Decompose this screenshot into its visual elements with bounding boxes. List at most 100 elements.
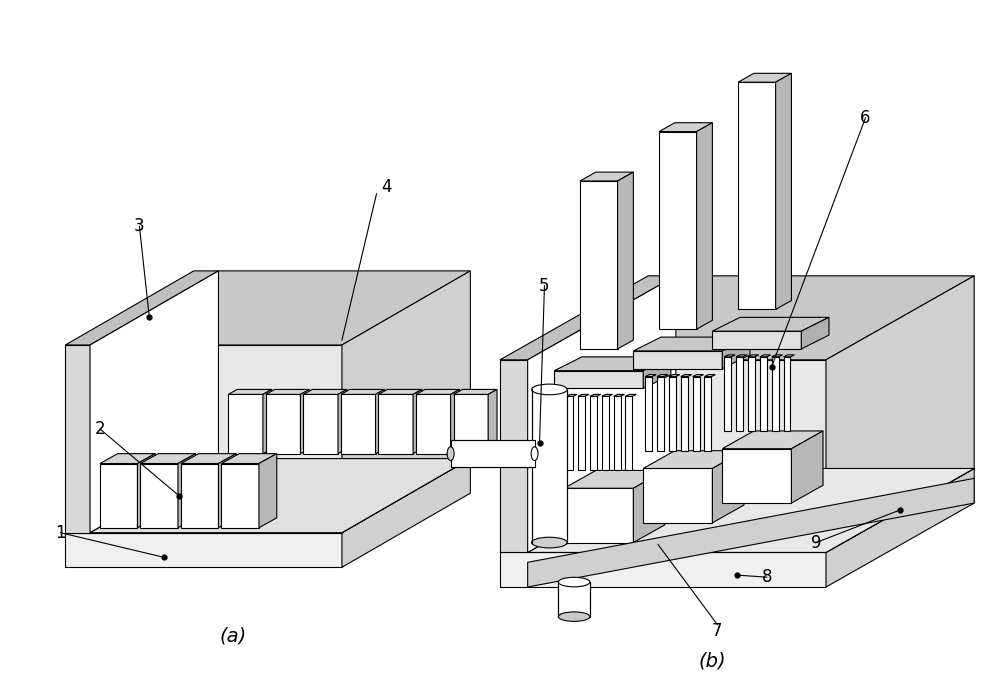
Polygon shape — [704, 376, 711, 451]
Polygon shape — [303, 390, 347, 394]
Polygon shape — [500, 360, 528, 552]
Polygon shape — [221, 453, 277, 464]
Polygon shape — [413, 390, 422, 453]
Polygon shape — [712, 451, 744, 523]
Polygon shape — [704, 374, 715, 376]
Ellipse shape — [558, 612, 590, 621]
Polygon shape — [528, 360, 826, 552]
Polygon shape — [566, 396, 573, 471]
Polygon shape — [228, 390, 272, 394]
Polygon shape — [137, 453, 155, 528]
Polygon shape — [791, 431, 823, 503]
Polygon shape — [736, 355, 747, 357]
Polygon shape — [625, 394, 636, 396]
Polygon shape — [266, 394, 300, 453]
Polygon shape — [376, 390, 384, 453]
Polygon shape — [801, 317, 829, 349]
Polygon shape — [65, 345, 90, 532]
Polygon shape — [578, 396, 585, 471]
Polygon shape — [826, 469, 974, 587]
Polygon shape — [90, 271, 470, 345]
Polygon shape — [558, 582, 590, 617]
Polygon shape — [488, 390, 497, 453]
Polygon shape — [643, 451, 744, 469]
Polygon shape — [181, 453, 236, 464]
Polygon shape — [826, 276, 974, 552]
Text: 8: 8 — [761, 568, 772, 586]
Polygon shape — [681, 376, 688, 451]
Polygon shape — [263, 390, 272, 453]
Polygon shape — [528, 276, 676, 552]
Polygon shape — [722, 337, 750, 369]
Polygon shape — [659, 123, 712, 132]
Polygon shape — [338, 390, 347, 453]
Polygon shape — [602, 396, 609, 471]
Polygon shape — [500, 552, 826, 587]
Polygon shape — [178, 453, 196, 528]
Polygon shape — [228, 394, 263, 453]
Polygon shape — [738, 74, 791, 82]
Polygon shape — [580, 181, 618, 349]
Polygon shape — [259, 453, 277, 528]
Ellipse shape — [532, 384, 567, 395]
Polygon shape — [500, 469, 974, 552]
Polygon shape — [748, 357, 755, 431]
Polygon shape — [722, 431, 823, 449]
Polygon shape — [416, 390, 459, 394]
Polygon shape — [712, 331, 801, 349]
Ellipse shape — [447, 447, 454, 460]
Polygon shape — [454, 394, 488, 453]
Text: 6: 6 — [860, 109, 871, 127]
Polygon shape — [181, 464, 218, 528]
Polygon shape — [416, 394, 451, 453]
Polygon shape — [645, 376, 652, 451]
Polygon shape — [140, 453, 196, 464]
Polygon shape — [341, 394, 376, 453]
Polygon shape — [451, 440, 535, 467]
Polygon shape — [300, 390, 309, 453]
Polygon shape — [669, 376, 676, 451]
Polygon shape — [736, 357, 743, 431]
Polygon shape — [221, 464, 259, 528]
Polygon shape — [633, 351, 722, 369]
Polygon shape — [712, 317, 829, 331]
Polygon shape — [90, 271, 218, 532]
Polygon shape — [218, 453, 236, 528]
Polygon shape — [738, 82, 776, 309]
Polygon shape — [65, 459, 470, 532]
Polygon shape — [100, 464, 137, 528]
Polygon shape — [590, 396, 597, 471]
Polygon shape — [776, 74, 791, 309]
Polygon shape — [657, 376, 664, 451]
Polygon shape — [659, 132, 697, 329]
Polygon shape — [580, 172, 633, 181]
Polygon shape — [657, 374, 668, 376]
Polygon shape — [554, 371, 643, 388]
Text: 7: 7 — [712, 622, 723, 640]
Polygon shape — [784, 355, 794, 357]
Polygon shape — [643, 469, 712, 523]
Polygon shape — [454, 390, 497, 394]
Polygon shape — [532, 390, 567, 543]
Text: 4: 4 — [381, 178, 392, 196]
Text: (b): (b) — [699, 651, 726, 671]
Ellipse shape — [531, 447, 538, 460]
Polygon shape — [266, 390, 309, 394]
Polygon shape — [554, 357, 671, 371]
Polygon shape — [65, 532, 342, 567]
Polygon shape — [100, 453, 155, 464]
Polygon shape — [590, 394, 601, 396]
Polygon shape — [760, 355, 771, 357]
Polygon shape — [564, 488, 633, 543]
Text: 2: 2 — [95, 420, 105, 438]
Text: (a): (a) — [220, 627, 247, 646]
Polygon shape — [614, 396, 621, 471]
Polygon shape — [602, 394, 613, 396]
Text: 9: 9 — [811, 534, 821, 552]
Polygon shape — [693, 376, 700, 451]
Text: 5: 5 — [539, 277, 550, 295]
Polygon shape — [140, 464, 178, 528]
Ellipse shape — [532, 537, 567, 548]
Text: 1: 1 — [55, 523, 66, 541]
Polygon shape — [681, 374, 692, 376]
